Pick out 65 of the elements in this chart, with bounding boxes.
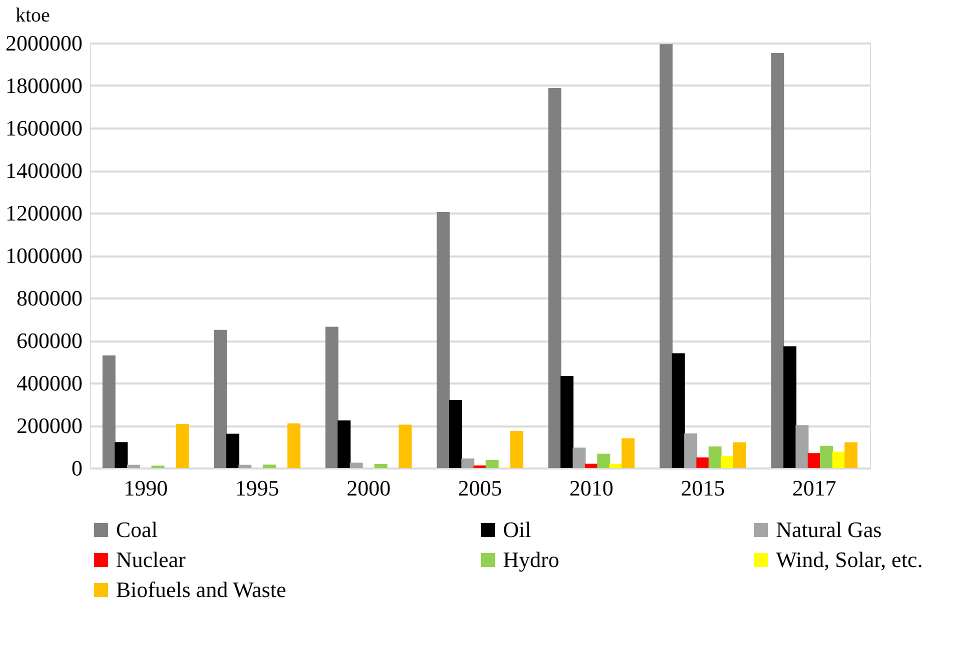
y-axis-title: ktoe	[16, 4, 50, 26]
x-tick-label: 2000	[346, 476, 391, 500]
bar	[102, 355, 116, 468]
legend-label: Natural Gas	[776, 517, 882, 542]
bar	[238, 464, 252, 468]
y-tick-label: 800000	[16, 286, 82, 310]
y-tick-label: 0	[72, 456, 82, 480]
bar	[696, 457, 710, 468]
bar	[374, 464, 388, 468]
legend-label: Coal	[116, 517, 158, 542]
bar	[832, 452, 846, 468]
bar	[684, 433, 698, 468]
bar	[126, 464, 140, 468]
x-tick-label: 2005	[458, 476, 502, 500]
bar	[486, 460, 499, 468]
y-tick-label: 2000000	[6, 30, 82, 56]
y-tick-label: 400000	[16, 370, 82, 396]
bar	[796, 425, 809, 468]
y-tick-label: 1600000	[6, 116, 82, 140]
bar	[474, 465, 486, 468]
x-tick-label: 1990	[124, 476, 168, 500]
bar	[510, 431, 524, 468]
bar	[820, 446, 834, 468]
bar	[560, 376, 574, 468]
bar	[572, 448, 586, 468]
bar	[660, 44, 673, 468]
bar	[771, 52, 784, 468]
bar	[783, 346, 796, 468]
bar	[214, 330, 227, 468]
bar	[226, 434, 240, 468]
bar	[398, 424, 412, 468]
bar	[350, 462, 363, 468]
bar	[808, 453, 821, 468]
bar	[672, 353, 685, 468]
bar	[325, 326, 338, 468]
bar	[733, 442, 746, 468]
bar	[548, 88, 562, 468]
legend-label: Wind, Solar, etc.	[776, 547, 923, 572]
legend-label: Hydro	[503, 547, 560, 572]
bar	[338, 420, 351, 468]
y-tick-label: 200000	[16, 413, 82, 438]
bar	[720, 456, 734, 468]
legend-label: Biofuels and Waste	[116, 577, 286, 602]
x-tick-label: 2017	[792, 476, 836, 500]
bar	[461, 458, 474, 468]
bar	[262, 464, 276, 468]
legend-label: Nuclear	[116, 547, 186, 572]
bar	[114, 442, 128, 468]
y-tick-label: 1200000	[6, 200, 82, 226]
bar	[287, 423, 300, 468]
bar	[597, 454, 610, 468]
x-tick-label: 1995	[235, 476, 280, 500]
bar	[176, 424, 189, 468]
y-tick-label: 1000000	[6, 243, 82, 268]
bar	[844, 442, 858, 468]
legend-label: Oil	[503, 517, 532, 542]
y-tick-label: 1400000	[6, 158, 82, 183]
bar	[622, 438, 635, 468]
y-tick-label: 1800000	[6, 73, 82, 98]
x-tick-label: 2015	[680, 476, 725, 500]
bar	[449, 400, 462, 468]
bar	[708, 446, 722, 468]
y-tick-label: 600000	[16, 328, 82, 353]
bar	[436, 212, 450, 468]
x-tick-label: 2010	[569, 476, 614, 500]
